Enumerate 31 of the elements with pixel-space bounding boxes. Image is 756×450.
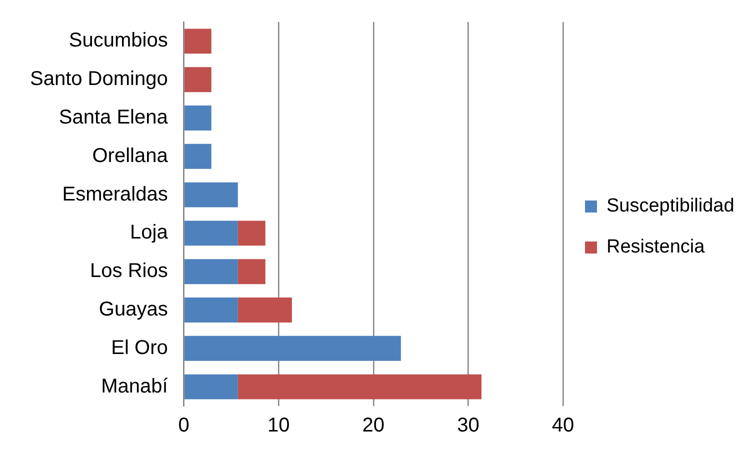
bar bbox=[184, 220, 238, 246]
y-tick-label: Santo Domingo bbox=[30, 68, 168, 90]
bar bbox=[184, 374, 238, 400]
bar bbox=[184, 298, 238, 322]
y-tick-label: Los Rios bbox=[90, 260, 168, 282]
y-tick-label: El Oro bbox=[111, 336, 168, 359]
y-tick-label: Manabí bbox=[101, 375, 168, 398]
bar bbox=[184, 28, 212, 54]
legend-label: Resistencia bbox=[606, 236, 706, 258]
legend-label: Susceptibilidad bbox=[606, 196, 734, 217]
x-tick-label: 40 bbox=[552, 414, 574, 437]
bar bbox=[184, 106, 212, 130]
bar bbox=[184, 336, 401, 361]
y-tick-label: Sucumbios bbox=[68, 30, 168, 52]
x-tick-label: 10 bbox=[268, 414, 290, 437]
y-tick-label: Santa Elena bbox=[58, 106, 169, 129]
bar bbox=[184, 259, 238, 284]
y-tick-label: Guayas bbox=[98, 298, 168, 321]
x-tick-label: 30 bbox=[457, 414, 480, 437]
y-tick-label: Loja bbox=[130, 222, 169, 244]
y-tick-label: Esmeraldas bbox=[62, 183, 168, 206]
y-tick-label: Orellana bbox=[92, 144, 169, 167]
bar bbox=[184, 67, 212, 92]
bar bbox=[238, 259, 266, 284]
bar bbox=[238, 220, 266, 246]
bar bbox=[238, 374, 482, 400]
x-tick-label: 0 bbox=[178, 414, 190, 437]
bar bbox=[184, 144, 212, 169]
bar bbox=[238, 298, 292, 322]
bar bbox=[184, 182, 238, 208]
x-tick-label: 20 bbox=[362, 414, 385, 437]
